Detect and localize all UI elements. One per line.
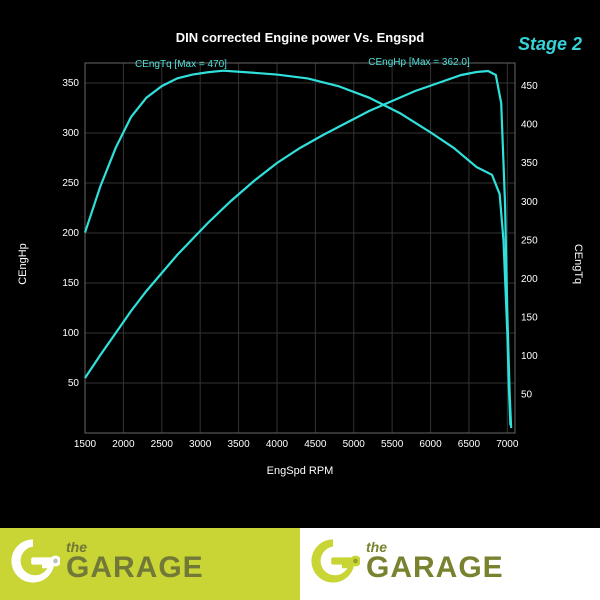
garage-logo-right: the GARAGE <box>306 534 504 588</box>
y-axis-right-label: CEngTq <box>572 244 584 284</box>
svg-text:300: 300 <box>521 197 538 208</box>
wrench-g-icon <box>6 534 60 588</box>
svg-text:5500: 5500 <box>381 439 404 450</box>
svg-text:1500: 1500 <box>74 439 97 450</box>
y-axis-left-label: CEngHp <box>17 243 29 285</box>
svg-text:300: 300 <box>62 128 79 139</box>
svg-text:7000: 7000 <box>496 439 519 450</box>
svg-text:100: 100 <box>62 328 79 339</box>
svg-text:250: 250 <box>62 178 79 189</box>
svg-text:150: 150 <box>521 312 538 323</box>
svg-text:50: 50 <box>521 389 533 400</box>
svg-text:3000: 3000 <box>189 439 212 450</box>
svg-text:350: 350 <box>521 158 538 169</box>
svg-text:450: 450 <box>521 81 538 92</box>
svg-text:100: 100 <box>521 351 538 362</box>
footer-left: the GARAGE <box>0 528 300 600</box>
chart-svg: 1500 2000 2500 3000 3500 4000 4500 5000 5500 6000… <box>55 53 545 463</box>
svg-text:4000: 4000 <box>266 439 289 450</box>
plot-area: 1500 2000 2500 3000 3500 4000 4500 5000 5500 6000… <box>55 53 545 463</box>
svg-text:6500: 6500 <box>458 439 481 450</box>
logo-garage-text: GARAGE <box>66 554 204 581</box>
svg-text:250: 250 <box>521 235 538 246</box>
footer-right: the GARAGE <box>300 528 600 600</box>
svg-text:3500: 3500 <box>227 439 250 450</box>
svg-text:CEngTq [Max = 470]: CEngTq [Max = 470] <box>135 59 227 70</box>
svg-text:2500: 2500 <box>151 439 174 450</box>
svg-text:200: 200 <box>521 274 538 285</box>
svg-text:50: 50 <box>68 378 80 389</box>
stage-label: Stage 2 <box>518 34 582 55</box>
svg-text:CEngHp [Max = 362.0]: CEngHp [Max = 362.0] <box>368 57 470 68</box>
svg-text:5000: 5000 <box>343 439 366 450</box>
chart-title: DIN corrected Engine power Vs. Engspd <box>10 30 590 45</box>
x-axis-label: EngSpd RPM <box>10 465 590 477</box>
svg-text:6000: 6000 <box>419 439 442 450</box>
wrench-g-icon <box>306 534 360 588</box>
footer-banner: the GARAGE the GARAGE <box>0 528 600 600</box>
svg-text:200: 200 <box>62 228 79 239</box>
svg-text:150: 150 <box>62 278 79 289</box>
garage-logo-left: the GARAGE <box>6 534 204 588</box>
chart-panel: DIN corrected Engine power Vs. Engspd St… <box>0 0 600 528</box>
svg-text:2000: 2000 <box>112 439 135 450</box>
svg-text:4500: 4500 <box>304 439 327 450</box>
svg-text:400: 400 <box>521 120 538 131</box>
svg-text:350: 350 <box>62 78 79 89</box>
logo-garage-text: GARAGE <box>366 554 504 581</box>
